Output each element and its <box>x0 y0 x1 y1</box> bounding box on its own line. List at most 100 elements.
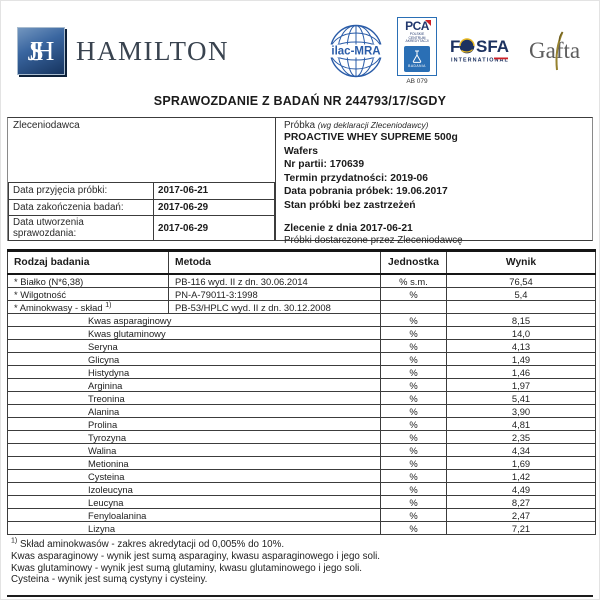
analysis-result: 2,47 <box>446 508 596 522</box>
analysis-unit: % <box>380 352 447 366</box>
svg-text:SFA: SFA <box>476 37 509 56</box>
analysis-unit: % <box>380 482 447 496</box>
analysis-result: 8,15 <box>446 313 596 327</box>
pca-box: PCA POLSKIE CENTRUM AKREDYTACJI BADANIA <box>397 16 437 77</box>
client-box: Zleceniodawca <box>8 118 275 182</box>
report-title: SPRAWOZDANIE Z BADAŃ NR 244793/17/SGDY <box>153 94 447 108</box>
analysis-result: 1,69 <box>446 456 596 470</box>
analysis-result: 14,0 <box>446 326 596 340</box>
info-section: Zleceniodawca Data przyjęcia próbki: 2017… <box>7 117 593 246</box>
analysis-name: Tyrozyna <box>7 430 381 444</box>
table-row: Arginina% 1,97 <box>7 378 596 392</box>
analysis-result: 4,13 <box>446 339 596 353</box>
pca-title: PCA <box>405 18 431 33</box>
svg-text:INTERNATIONAL: INTERNATIONAL <box>451 58 509 64</box>
brand-name: HAMILTON <box>76 35 230 66</box>
pca-logo: PCA POLSKIE CENTRUM AKREDYTACJI BADANIA … <box>397 16 437 86</box>
table-row: Glicyna% 1,49 <box>7 352 596 366</box>
table-row: * Wilgotność PN-A-79011-3:1998% 5,4 <box>7 287 596 301</box>
header: JSH HAMILTON ilac-MRA <box>7 13 593 89</box>
footnotes: 1) Skład aminokwasów - zakres akredytacj… <box>7 538 593 586</box>
dates-row: Data zakończenia badań: 2017-06-29 <box>8 198 275 216</box>
col-header-jednostka: Jednostka <box>380 249 447 275</box>
results-header-row: Rodzaj badania Metoda Jednostka Wynik <box>7 249 596 275</box>
date-label: Data przyjęcia próbki: <box>8 182 154 200</box>
client-label: Zleceniodawca <box>13 120 80 131</box>
analysis-name: * Białko (N*6,38) <box>7 273 169 288</box>
order-line: Zlecenie z dnia 2017-06-21 <box>284 222 413 234</box>
analysis-name: Izoleucyna <box>7 482 381 496</box>
sample-line: Data pobrania próbek: 19.06.2017 <box>284 186 448 198</box>
analysis-unit: % <box>380 404 447 418</box>
results-table-body: * Białko (N*6,38) PB-116 wyd. II z dn. 30… <box>7 273 596 535</box>
analysis-unit: % <box>380 365 447 379</box>
analysis-result: 5,41 <box>446 391 596 405</box>
analysis-unit: % <box>380 469 447 483</box>
analysis-method: PN-A-79011-3:1998 <box>168 287 381 301</box>
delivery-line: Próbki dostarczone przez Zleceniodawcę <box>284 234 463 246</box>
table-row: Treonina% 5,41 <box>7 391 596 405</box>
sample-label-note: (wg deklaracji Zleceniodawcy) <box>317 120 429 130</box>
dates-row: Data utworzenia sprawozdania: 2017-06-29 <box>8 215 275 241</box>
table-row: Kwas glutaminowy% 14,0 <box>7 326 596 340</box>
analysis-unit: % <box>380 508 447 522</box>
pca-subtitle: POLSKIE CENTRUM AKREDYTACJI <box>405 31 429 44</box>
analysis-name: Metionina <box>7 456 381 470</box>
pca-accreditation-number: AB 079 <box>406 78 428 86</box>
analysis-unit: % <box>380 495 447 509</box>
table-row: Kwas asparaginowy% 8,15 <box>7 313 596 327</box>
analysis-result: 4,81 <box>446 417 596 431</box>
analysis-name: * Aminokwasy - skład 1) <box>7 300 169 314</box>
analysis-unit: % <box>380 417 447 431</box>
client-column: Zleceniodawca Data przyjęcia próbki: 2017… <box>7 117 276 241</box>
dates-table: Data przyjęcia próbki: 2017-06-21 Data zak… <box>8 182 275 241</box>
jsh-logo: JSH <box>17 27 65 75</box>
col-header-rodzaj-badania: Rodzaj badania <box>7 249 169 275</box>
sample-lines: PROACTIVE WHEY SUPREME 500g Wafers Nr part… <box>284 131 584 213</box>
analysis-result: 1,46 <box>446 365 596 379</box>
analysis-result: 1,42 <box>446 469 596 483</box>
results-table: Rodzaj badania Metoda Jednostka Wynik * … <box>7 249 596 535</box>
analysis-result: 76,54 <box>446 273 596 288</box>
table-row: Prolina% 4,81 <box>7 417 596 431</box>
analysis-unit: % s.m. <box>380 273 447 288</box>
analysis-result: 2,35 <box>446 430 596 444</box>
date-value: 2017-06-29 <box>153 215 275 241</box>
analysis-unit: % <box>380 378 447 392</box>
analysis-unit: % <box>380 287 447 301</box>
analysis-name: Seryna <box>7 339 381 353</box>
analysis-result: 1,97 <box>446 378 596 392</box>
analysis-result: 8,27 <box>446 495 596 509</box>
analysis-name: Kwas asparaginowy <box>7 313 381 327</box>
table-row: Fenyloalanina% 2,47 <box>7 508 596 522</box>
dates-table-body: Data przyjęcia próbki: 2017-06-21 Data zak… <box>8 182 275 241</box>
analysis-name: Walina <box>7 443 381 457</box>
globe-icon: ilac-MRA <box>329 24 383 78</box>
table-row: Izoleucyna% 4,49 <box>7 482 596 496</box>
jsh-logo-letters: JSH <box>27 35 55 66</box>
date-label: Data utworzenia sprawozdania: <box>8 215 154 241</box>
analysis-name: Treonina <box>7 391 381 405</box>
analysis-unit: % <box>380 339 447 353</box>
date-value: 2017-06-29 <box>153 198 275 216</box>
pca-badge: BADANIA <box>404 46 430 73</box>
analysis-unit: % <box>380 521 447 535</box>
ilac-mra-text: ilac-MRA <box>331 46 380 58</box>
analysis-result: 4,49 <box>446 482 596 496</box>
analysis-name: Histydyna <box>7 365 381 379</box>
dates-row: Data przyjęcia próbki: 2017-06-21 <box>8 182 275 200</box>
sample-line: Stan próbki bez zastrzeżeń <box>284 199 416 211</box>
analysis-unit: % <box>380 313 447 327</box>
analysis-result: 1,49 <box>446 352 596 366</box>
ilac-mra-logo: ilac-MRA <box>328 23 384 79</box>
fosfa-logo-svg: F SFA INTERNATIONAL <box>450 37 509 64</box>
gafta-logo-svg: Gafta <box>529 31 580 71</box>
analysis-name: Prolina <box>7 417 381 431</box>
footnote: Kwas glutaminowy - wynik jest sumą gluta… <box>11 562 363 574</box>
date-value: 2017-06-21 <box>153 182 275 200</box>
sample-line: Termin przydatności: 2019-06 <box>284 172 429 184</box>
table-row: Seryna% 4,13 <box>7 339 596 353</box>
gafta-logo: Gafta <box>529 31 585 71</box>
footnote: Kwas asparaginowy - wynik jest sumą aspa… <box>11 550 381 562</box>
table-row: Tyrozyna% 2,35 <box>7 430 596 444</box>
